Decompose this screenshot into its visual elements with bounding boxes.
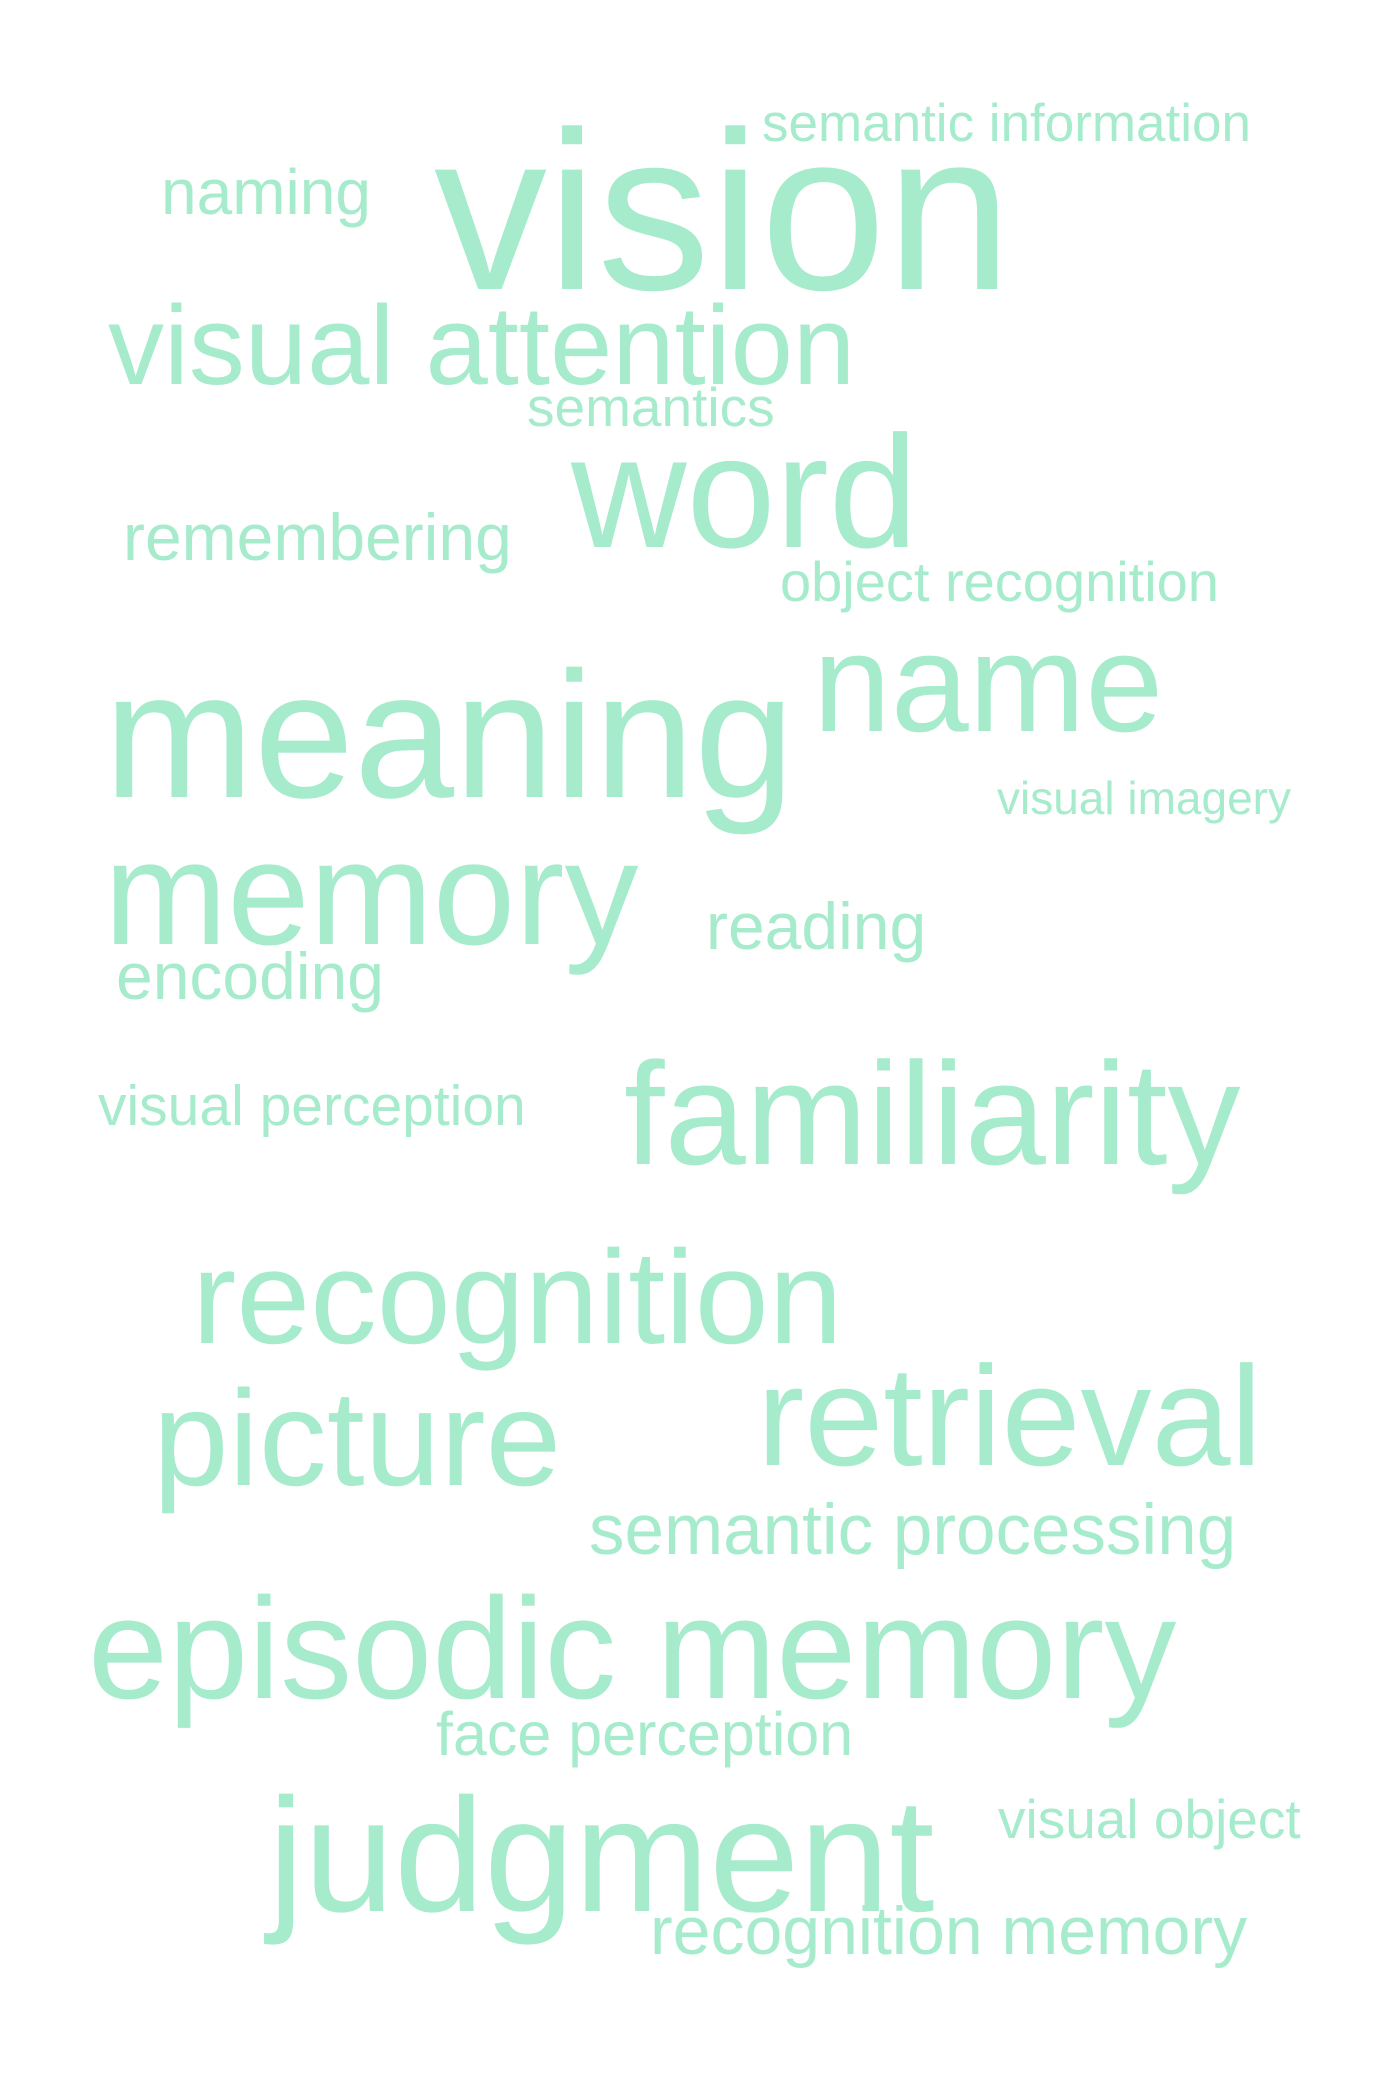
word-retrieval: retrieval xyxy=(757,1337,1263,1496)
word-recognition: recognition xyxy=(192,1224,843,1372)
word-word: word xyxy=(571,402,918,581)
word-reading: reading xyxy=(706,889,927,963)
word-recognition-memory: recognition memory xyxy=(650,1893,1248,1969)
word-semantic-processing: semantic processing xyxy=(589,1491,1237,1570)
word-familiarity: familiarity xyxy=(624,1032,1241,1195)
word-semantic-information: semantic information xyxy=(762,94,1251,153)
word-encoding: encoding xyxy=(116,939,384,1013)
word-object-recognition: object recognition xyxy=(780,550,1219,613)
word-visual-attention: visual attention xyxy=(108,283,856,408)
word-judgment: judgment xyxy=(268,1765,935,1946)
word-name: name xyxy=(813,604,1164,761)
word-visual-imagery: visual imagery xyxy=(997,772,1291,824)
word-semantics: semantics xyxy=(527,376,775,438)
word-episodic-memory: episodic memory xyxy=(88,1568,1177,1729)
word-meaning: meaning xyxy=(104,635,795,836)
word-memory: memory xyxy=(104,811,639,976)
word-naming: naming xyxy=(161,156,371,228)
word-vision: vision xyxy=(434,84,1012,337)
word-visual-perception: visual perception xyxy=(98,1074,526,1138)
word-picture: picture xyxy=(153,1362,562,1514)
word-remembering: remembering xyxy=(123,500,512,574)
word-face-perception: face perception xyxy=(436,1700,854,1768)
word-visual-object: visual object xyxy=(998,1788,1301,1850)
